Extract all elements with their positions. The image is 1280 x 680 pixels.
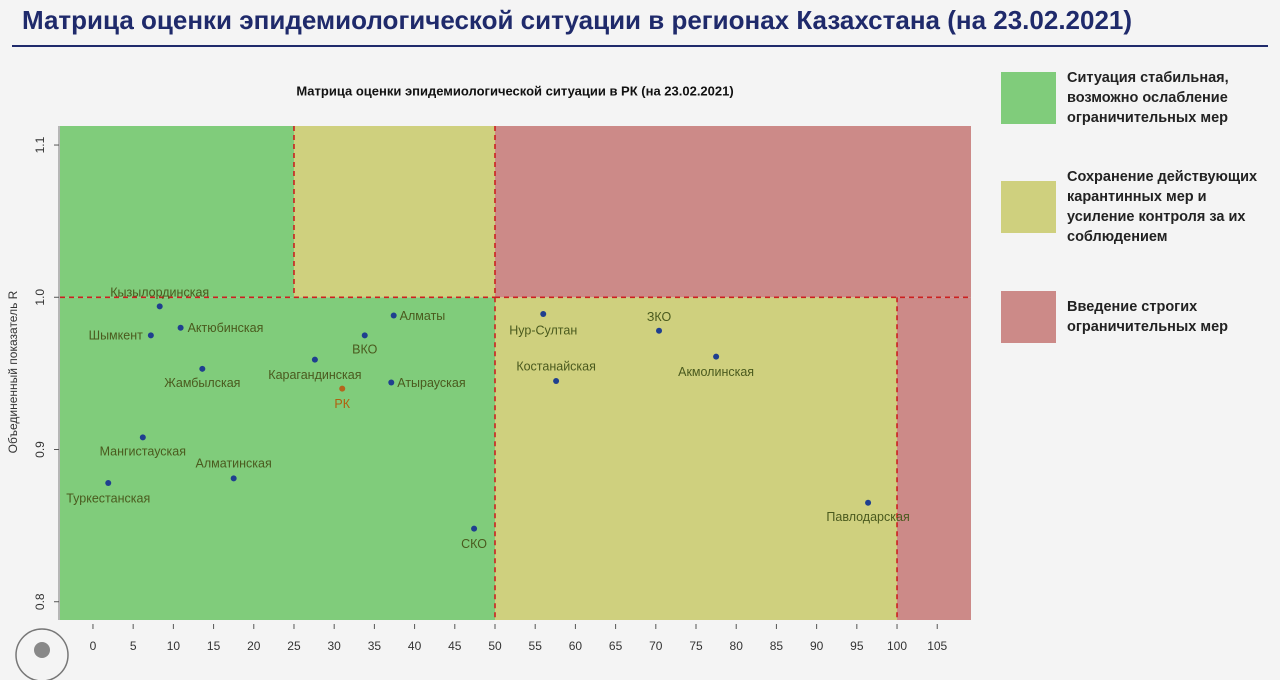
x-tick-label: 45 — [448, 639, 462, 653]
point — [390, 312, 397, 319]
point — [540, 311, 547, 318]
x-tick-label: 5 — [130, 639, 137, 653]
legend-label: Сохранение действующих — [1067, 169, 1257, 185]
chart-title: Матрица оценки эпидемиологической ситуац… — [296, 83, 733, 98]
point-label: Атырауская — [397, 376, 465, 390]
point-label: Шымкент — [89, 329, 143, 343]
y-tick-label: 1.1 — [33, 136, 47, 153]
point — [656, 327, 663, 334]
x-tick-label: 0 — [90, 639, 97, 653]
logo — [15, 628, 69, 680]
point — [105, 479, 112, 486]
point-label: Кызылординская — [110, 286, 209, 300]
legend-label: ограничительных мер — [1067, 319, 1228, 335]
point-label: Туркестанская — [66, 491, 150, 505]
point-label: Карагандинская — [268, 368, 361, 382]
legend-label: соблюдением — [1067, 229, 1167, 245]
point-label: Костанайская — [516, 359, 596, 373]
point-label: Акмолинская — [678, 365, 754, 379]
zone — [494, 297, 898, 620]
legend-swatch — [1001, 72, 1056, 124]
x-tick-label: 65 — [609, 639, 623, 653]
point — [339, 385, 346, 392]
legend-label: возможно ослабление — [1067, 90, 1228, 106]
point — [156, 303, 163, 310]
y-axis-label: Объединенный показатель R — [6, 290, 20, 453]
point — [865, 499, 872, 506]
point — [147, 332, 154, 339]
zone — [60, 297, 495, 620]
point-label: Павлодарская — [826, 510, 909, 524]
x-tick-label: 15 — [207, 639, 221, 653]
legend-label: Введение строгих — [1067, 299, 1197, 315]
point-label: ЗКО — [647, 310, 672, 324]
x-tick-label: 70 — [649, 639, 663, 653]
point — [471, 525, 478, 532]
x-tick-label: 105 — [927, 639, 947, 653]
point — [388, 379, 395, 386]
legend-label: карантинных мер и — [1067, 189, 1207, 205]
point — [199, 365, 206, 372]
point-label: Нур-Султан — [509, 323, 577, 337]
x-tick-label: 10 — [167, 639, 181, 653]
x-tick-label: 90 — [810, 639, 824, 653]
legend-label: ограничительных мер — [1067, 110, 1228, 126]
point-label: Мангистауская — [100, 445, 186, 459]
point — [713, 353, 720, 360]
x-tick-label: 95 — [850, 639, 864, 653]
x-tick-label: 30 — [328, 639, 342, 653]
x-tick-label: 50 — [488, 639, 502, 653]
zone — [494, 126, 971, 298]
zone — [60, 126, 294, 298]
point — [311, 356, 318, 363]
point-label: Актюбинская — [188, 321, 264, 335]
y-tick-label: 0.8 — [33, 593, 47, 610]
point — [361, 332, 368, 339]
zone — [293, 126, 495, 298]
point-label: СКО — [461, 537, 487, 551]
legend-label: усиление контроля за их — [1067, 209, 1245, 225]
legend-swatch — [1001, 291, 1056, 343]
x-tick-label: 85 — [770, 639, 784, 653]
y-tick-label: 1.0 — [33, 289, 47, 306]
zone — [897, 297, 971, 620]
legend-swatch — [1001, 181, 1056, 233]
x-tick-label: 40 — [408, 639, 422, 653]
point — [230, 475, 237, 482]
point-label: ВКО — [352, 343, 377, 357]
point — [139, 434, 146, 441]
x-tick-label: 25 — [287, 639, 301, 653]
point-label: РК — [334, 397, 350, 411]
x-tick-label: 80 — [730, 639, 744, 653]
x-tick-label: 75 — [689, 639, 703, 653]
x-tick-label: 20 — [247, 639, 261, 653]
point-label: Алматы — [400, 309, 446, 323]
y-tick-label: 0.9 — [33, 441, 47, 458]
point-label: Алматинская — [196, 457, 272, 471]
x-tick-label: 35 — [368, 639, 382, 653]
point — [177, 324, 184, 331]
page-header: Матрица оценки эпидемиологической ситуац… — [22, 5, 1132, 35]
x-tick-label: 100 — [887, 639, 907, 653]
legend-label: Ситуация стабильная, — [1067, 70, 1229, 86]
x-tick-label: 55 — [529, 639, 543, 653]
point-label: Жамбылская — [164, 376, 240, 390]
point — [553, 377, 560, 384]
x-tick-label: 60 — [569, 639, 583, 653]
